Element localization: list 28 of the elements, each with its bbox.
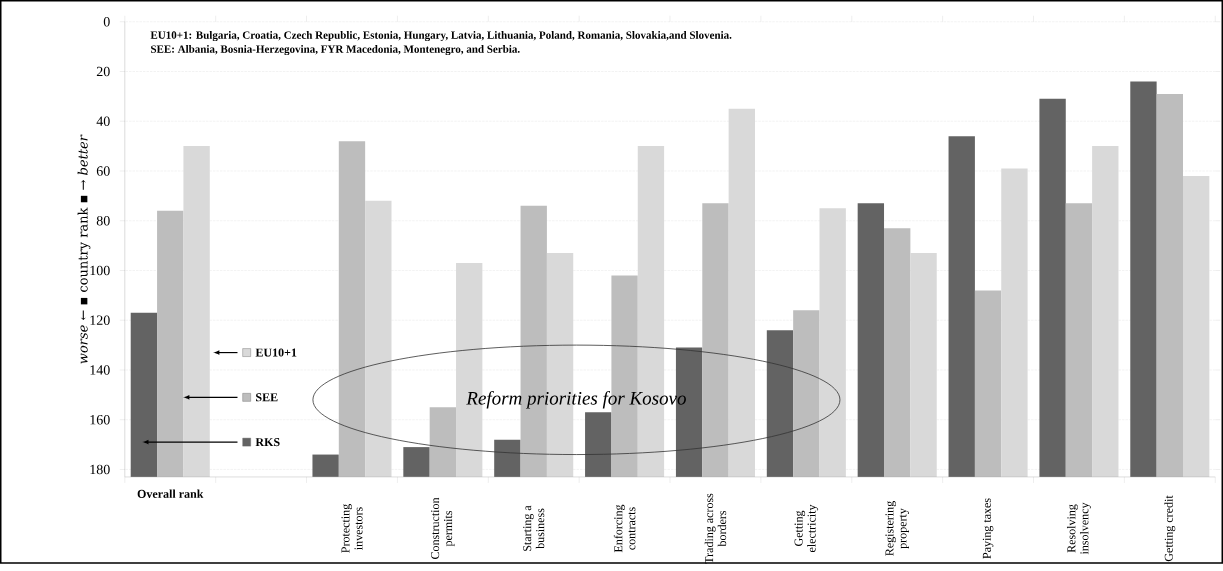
- x-tick-label: Construction permits: [431, 497, 455, 560]
- y-tick-label: 100: [90, 265, 110, 276]
- y-tick-label: 80: [96, 216, 110, 226]
- x-tick-label: Getting electricity: [794, 504, 819, 553]
- x-tick-label: Paying taxes: [982, 498, 994, 559]
- y-tick-label: 20: [96, 66, 110, 77]
- x-tick-label: Trading across borders: [704, 493, 727, 564]
- legend-label: RKS: [255, 438, 280, 447]
- y-tick-label: 60: [96, 166, 110, 176]
- legend-label: SEE: [256, 393, 278, 402]
- x-tick-label: Enforcing contracts: [613, 504, 636, 553]
- annotation: SEE: Albania, Bosnia-Herzegovina, FYR Macedonia, Montenegro, and Serbia.: [151, 45, 520, 56]
- y-tick-label: 120: [90, 315, 110, 326]
- annotation: Reform priorities for Kosovo: [466, 391, 686, 409]
- x-tick-label: Overall rank: [137, 489, 204, 498]
- x-tick-label: Starting a business: [523, 505, 545, 551]
- y-tick-label: 0: [103, 17, 110, 27]
- y-tick-label: 40: [96, 116, 110, 127]
- y-tick-label: 140: [90, 365, 110, 375]
- x-tick-label: Getting credit: [1164, 495, 1176, 562]
- legend-label: EU10+1: [255, 348, 297, 357]
- y-axis-title: worse ← ▪ country rank ▪ → better: [77, 134, 91, 364]
- y-tick-label: 180: [90, 464, 110, 475]
- y-tick-label: 160: [90, 415, 110, 425]
- x-tick-label: Registering property: [885, 501, 909, 556]
- annotation: EU10+1: Bulgaria, Croatia, Czech Republic, Estonia, Hungary, Latvia, Lithuania, Poland, Romania, Slovakia,and Slovenia.: [150, 31, 732, 42]
- x-tick-label: Resolving insolvency: [1066, 502, 1091, 555]
- x-tick-label: Protecting investors: [341, 504, 363, 553]
